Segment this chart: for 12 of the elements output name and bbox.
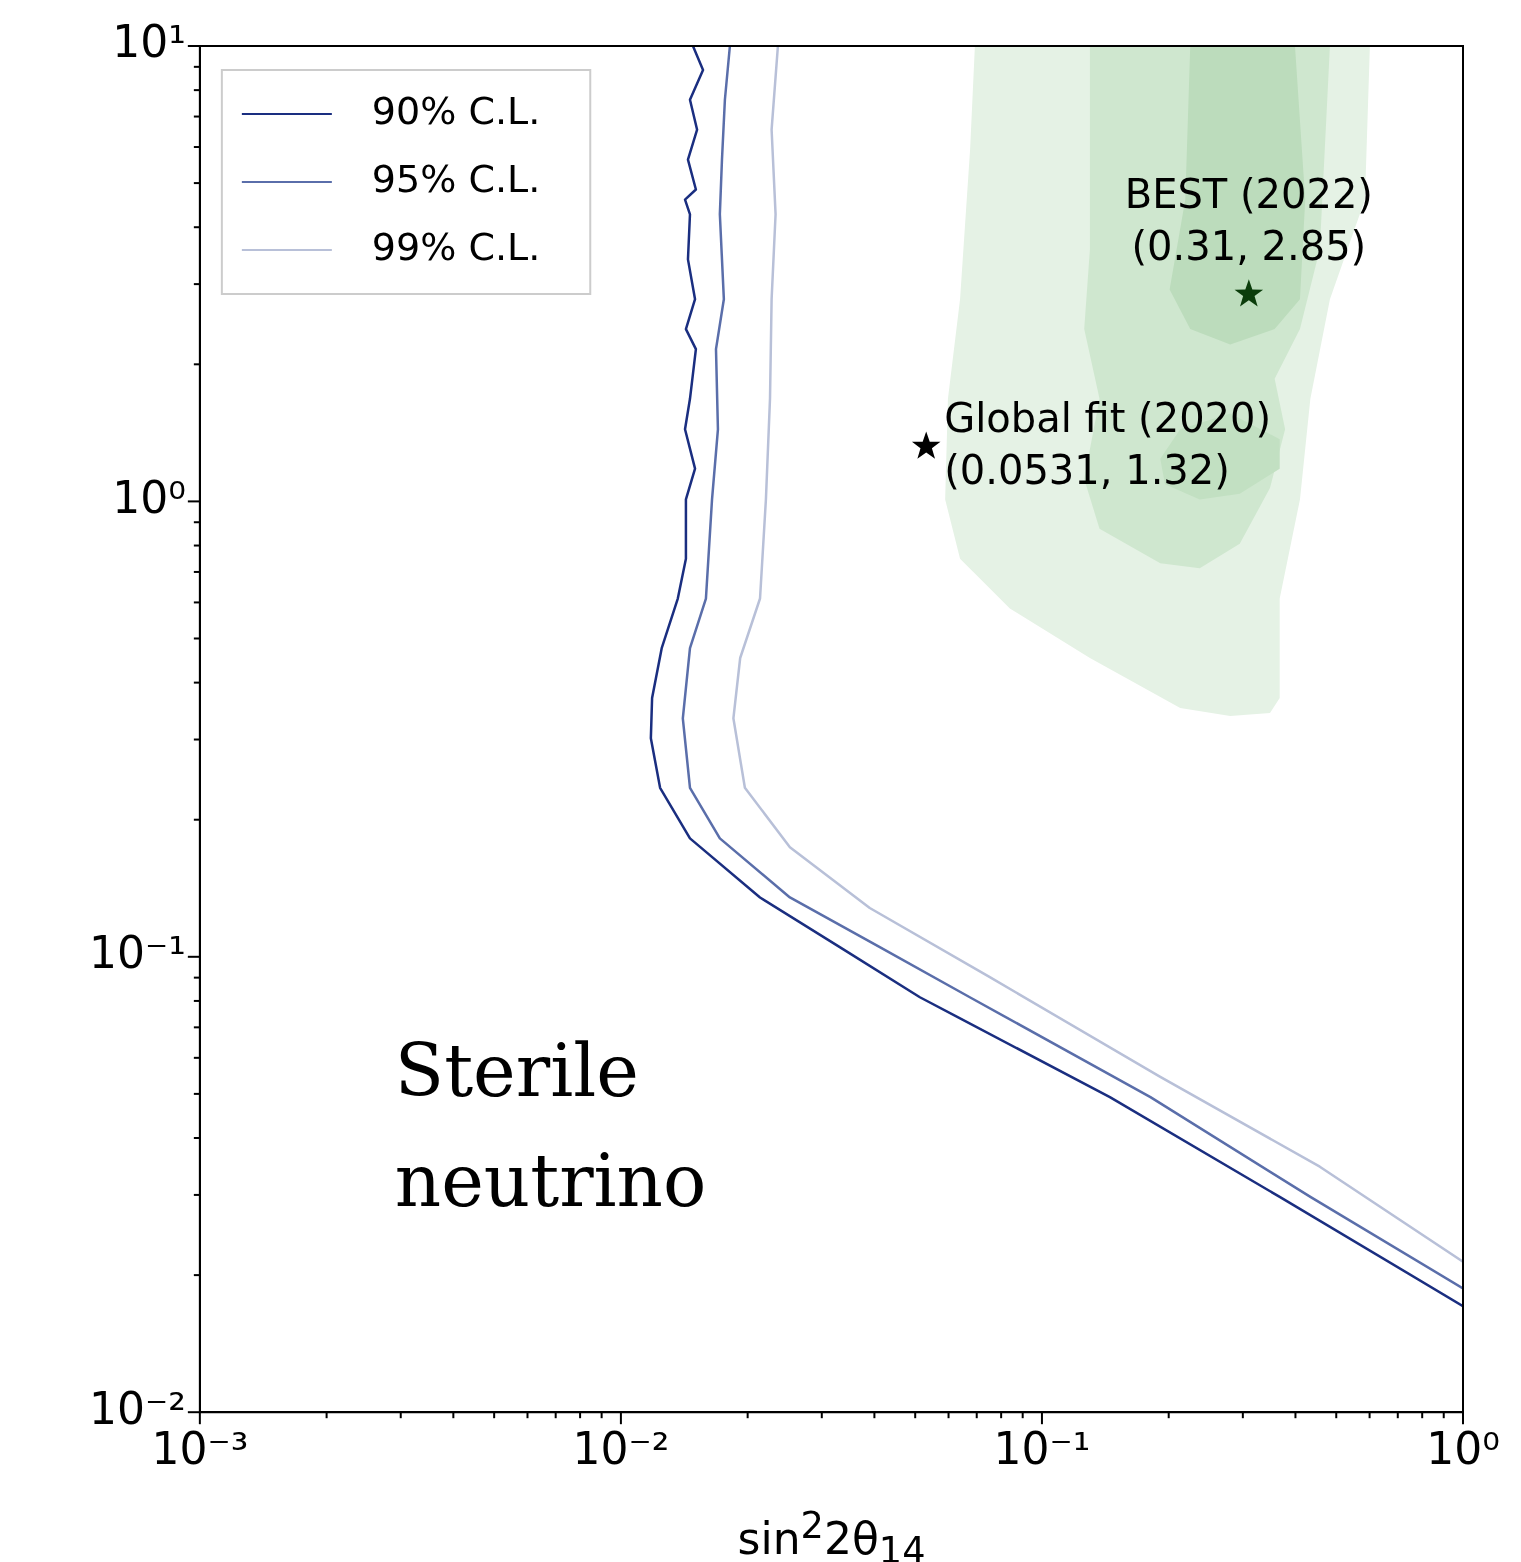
y-tick-label: 10¹ xyxy=(112,16,186,68)
x-tick-label: 10⁻² xyxy=(572,1423,670,1475)
annotation: BEST (2022) (0.31, 2.85) xyxy=(1124,171,1373,270)
legend-label: 99% C.L. xyxy=(371,224,541,269)
annotation: Sterile neutrino xyxy=(394,1029,707,1223)
legend-label: 95% C.L. xyxy=(371,156,541,201)
x-tick-label: 10⁻¹ xyxy=(993,1423,1091,1475)
annotation: Global fit (2020) (0.0531, 1.32) xyxy=(944,395,1272,494)
y-tick-label: 10⁰ xyxy=(112,471,186,523)
legend-label: 90% C.L. xyxy=(371,88,541,133)
x-tick-label: 10⁰ xyxy=(1426,1423,1500,1475)
y-tick-label: 10⁻¹ xyxy=(88,927,186,979)
